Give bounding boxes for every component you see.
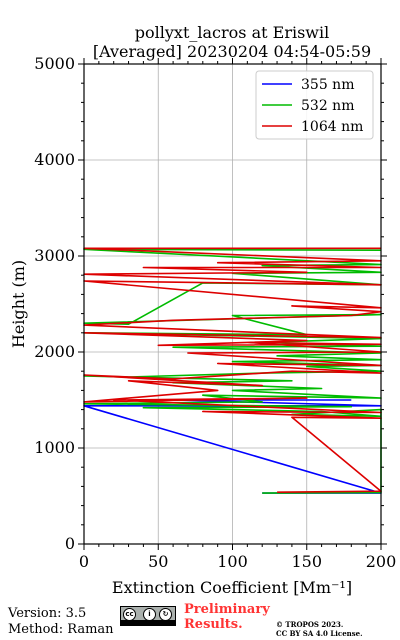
x-tick-labels: 0 50 100 150 200 [79,552,396,571]
license-note: © TROPOS 2023. CC BY SA 4.0 License. [276,620,363,638]
x-tick-label: 150 [291,552,322,571]
preliminary-line-1: Preliminary [184,602,270,617]
series-line-532-nm [83,248,382,494]
cc-strip [121,620,175,625]
x-tick-label: 0 [79,552,89,571]
y-tick-label: 0 [65,534,75,553]
y-tick-labels: 0 1000 2000 3000 4000 5000 [34,54,75,553]
method-text: Method: Raman [8,622,114,637]
license-text: CC BY SA 4.0 License. [276,629,363,638]
legend-label: 355 nm [301,77,354,93]
axis-ticks [78,58,387,550]
x-tick-label: 100 [217,552,248,571]
extinction-profile-chart: pollyxt_lacros at Eriswil [Averaged] 202… [9,23,396,597]
cc-license-badge: cc i ↻ [120,606,176,626]
preliminary-line-2: Results. [184,617,243,632]
x-axis-label: Extinction Coefficient [Mm⁻¹] [112,578,352,597]
preliminary-results-note: Preliminary Results. [184,602,270,632]
copyright-text: © TROPOS 2023. [276,620,344,629]
sa-icon: ↻ [159,608,172,621]
y-tick-label: 4000 [34,150,75,169]
y-axis-label: Height (m) [9,260,28,348]
x-tick-label: 200 [366,552,397,571]
y-tick-label: 1000 [34,438,75,457]
legend-box [255,70,374,140]
legend: 355 nm 532 nm 1064 nm [255,70,374,140]
series-line-1064-nm [83,247,382,493]
version-text: Version: 3.5 [8,606,87,621]
x-tick-label: 50 [148,552,168,571]
chart-subtitle: [Averaged] 20230204 04:54-05:59 [93,42,371,61]
y-tick-label: 5000 [34,54,75,73]
y-tick-label: 2000 [34,342,75,361]
legend-label: 1064 nm [301,119,363,135]
legend-label: 532 nm [301,98,354,114]
series-lines [83,247,382,494]
chart-title: pollyxt_lacros at Eriswil [135,23,329,42]
y-tick-label: 3000 [34,246,75,265]
